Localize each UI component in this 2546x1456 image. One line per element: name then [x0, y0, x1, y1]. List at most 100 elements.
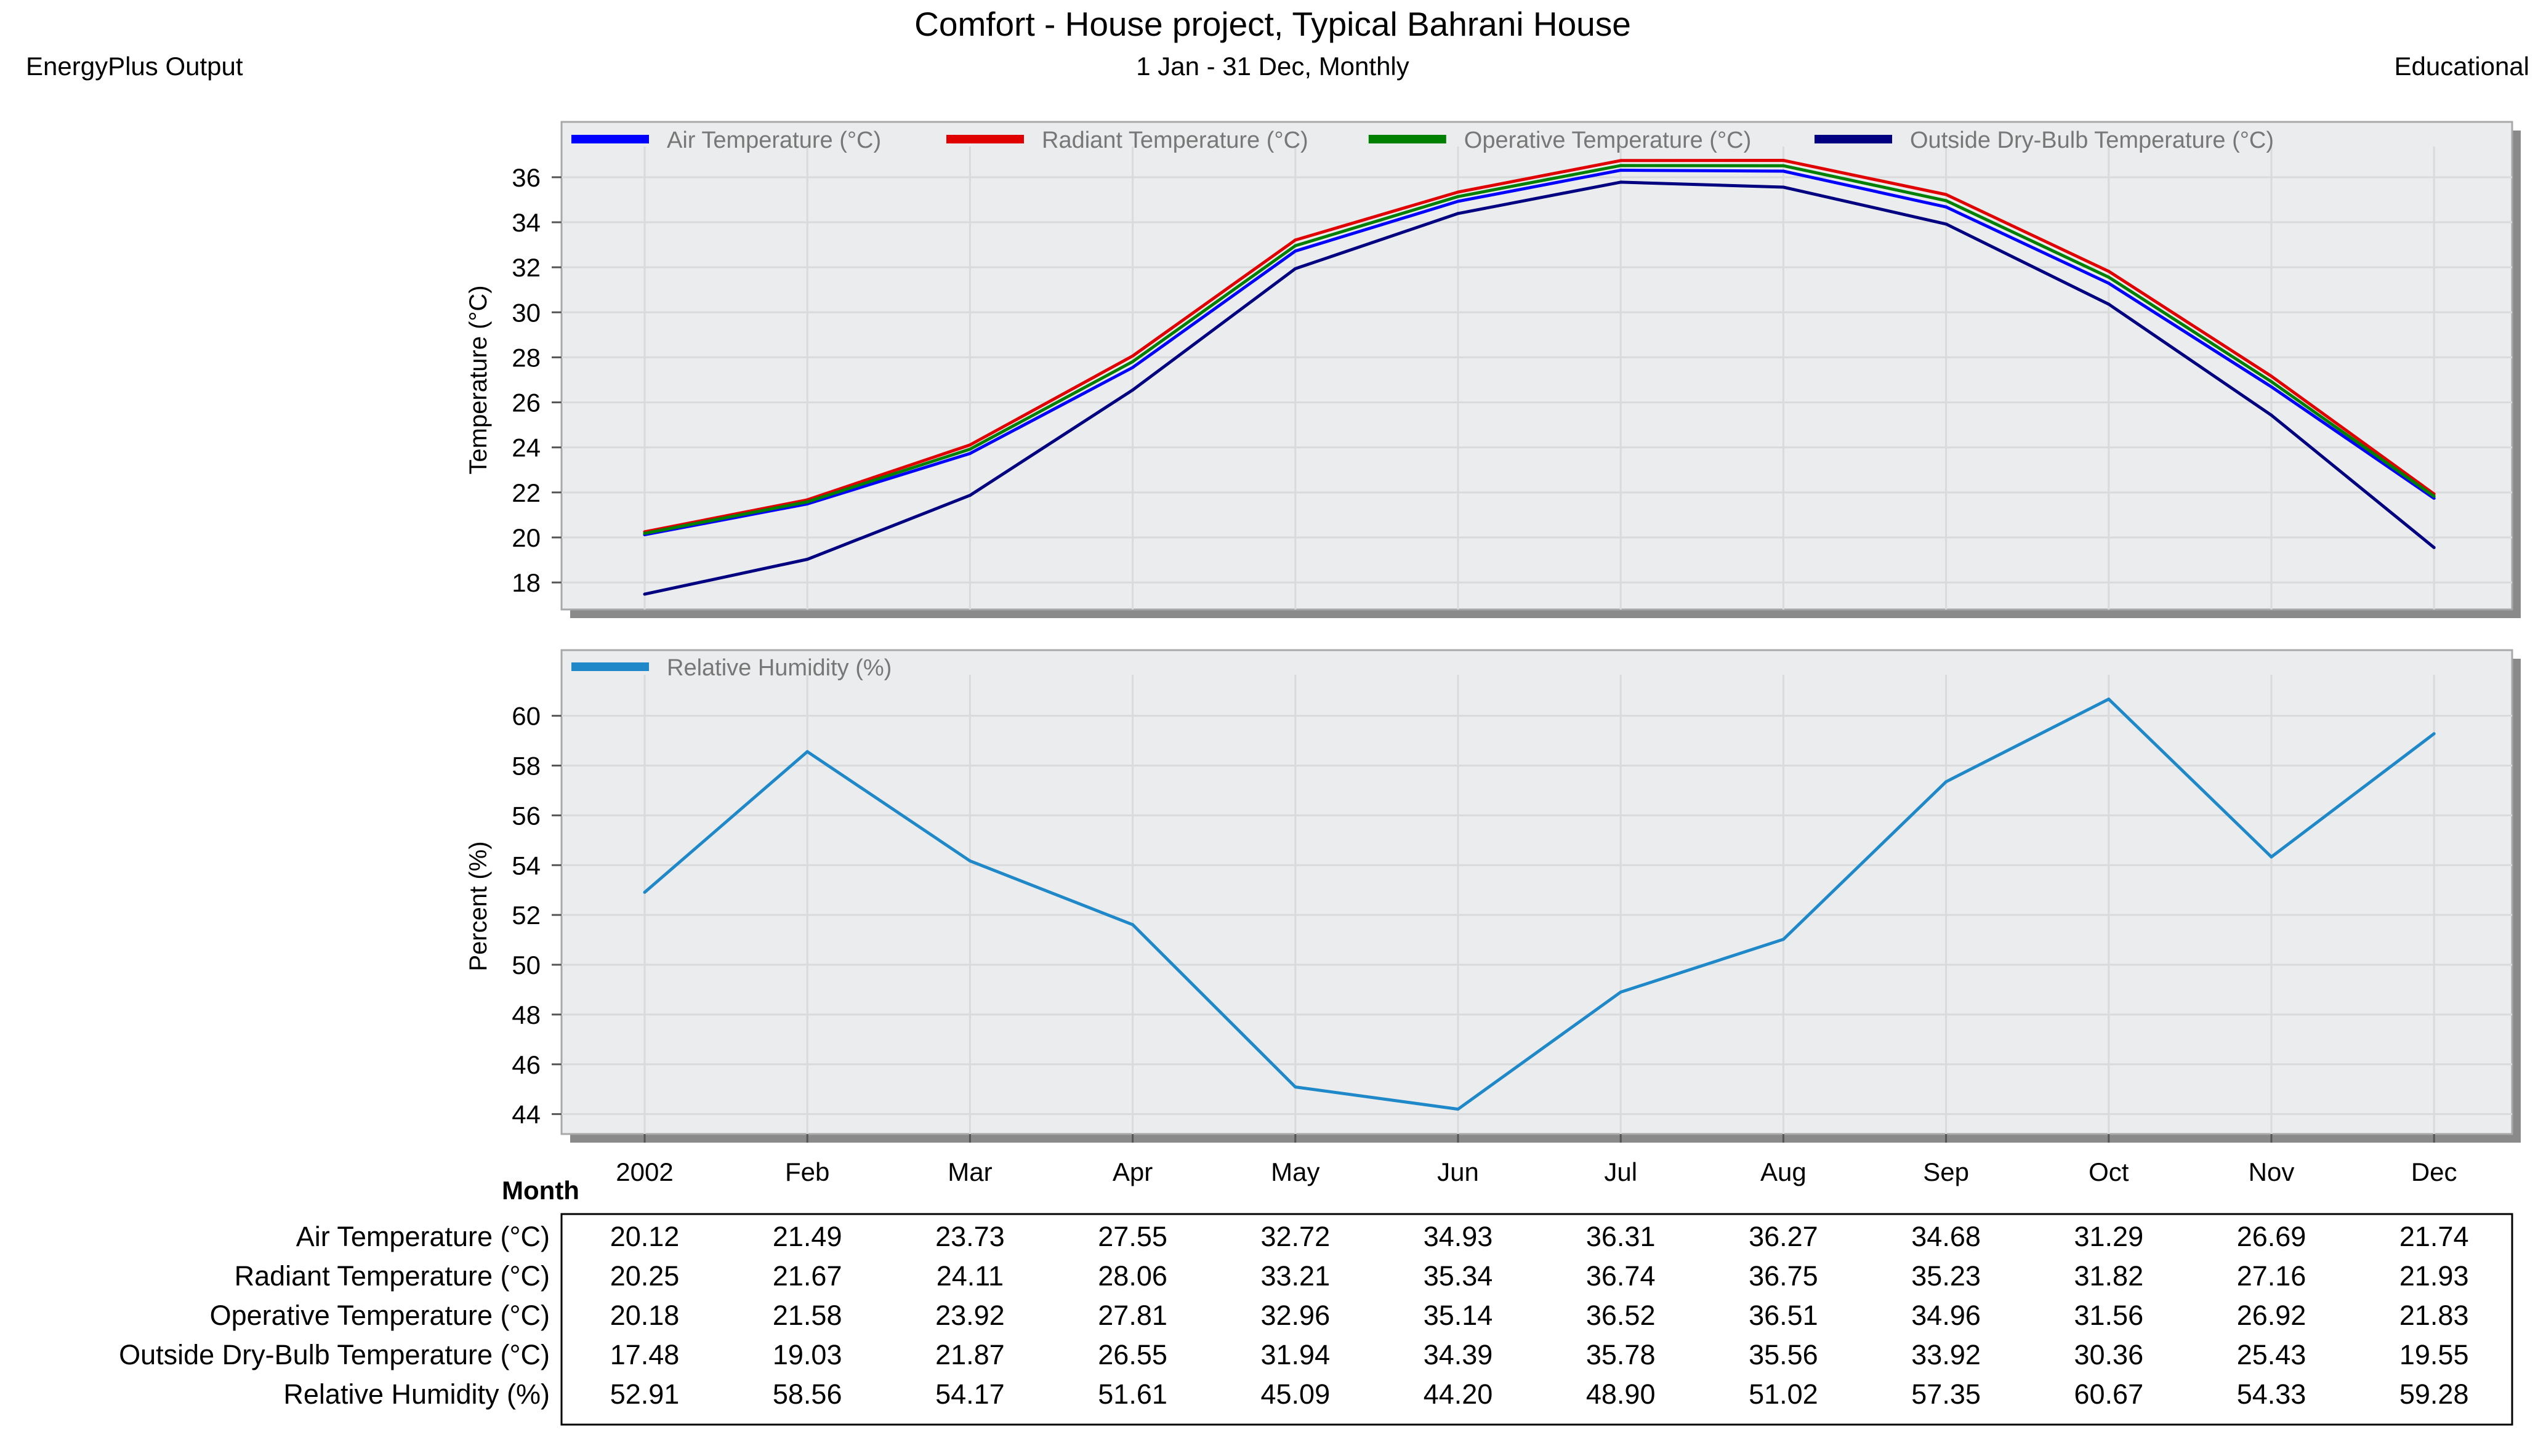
data-point: [1456, 190, 1460, 194]
table-cell: 44.20: [1424, 1378, 1493, 1410]
data-point: [1781, 938, 1785, 941]
data-point: [1131, 354, 1135, 358]
y-tick-label: 18: [512, 568, 541, 597]
data-point: [643, 592, 647, 596]
data-point: [805, 557, 809, 561]
y-tick-label: 46: [512, 1050, 541, 1079]
y-tick-label: 52: [512, 901, 541, 930]
series-line: [643, 698, 2435, 1111]
data-point: [1944, 222, 1948, 226]
table-cell: 17.48: [610, 1339, 680, 1370]
series-line: [644, 159, 2435, 534]
legend-entry: Operative Temperature (°C): [1464, 127, 1751, 153]
table-cell: 54.17: [935, 1378, 1005, 1410]
data-point: [1619, 991, 1622, 994]
data-point: [643, 890, 647, 894]
data-point: [1456, 199, 1460, 203]
table-cell: 33.21: [1260, 1260, 1330, 1292]
y-tick-label: 20: [512, 523, 541, 552]
table-cell: 27.16: [2237, 1260, 2306, 1292]
y-tick-label: 60: [512, 702, 541, 731]
y-tick-label: 58: [512, 752, 541, 781]
data-point: [968, 452, 972, 456]
data-point: [968, 443, 972, 447]
table-cell: 31.82: [2074, 1260, 2143, 1292]
table-cell: 36.31: [1586, 1221, 1656, 1252]
data-point: [2432, 732, 2436, 736]
table-cell: 36.74: [1586, 1260, 1656, 1292]
data-point: [1131, 388, 1135, 392]
table-cell: 26.69: [2237, 1221, 2306, 1252]
table-cell: 25.43: [2237, 1339, 2306, 1370]
data-point: [1294, 1085, 1297, 1089]
x-tick-label: Jul: [1604, 1157, 1637, 1186]
table-cell: 21.87: [935, 1339, 1005, 1370]
data-point: [2270, 374, 2273, 378]
y-tick-label: 32: [512, 253, 541, 282]
table-cell: 23.92: [935, 1300, 1005, 1331]
x-axis-label: Month: [502, 1176, 579, 1205]
data-point: [2107, 698, 2111, 701]
data-point: [1944, 205, 1948, 209]
y-tick-label: 54: [512, 851, 541, 880]
y-tick-label: 28: [512, 343, 541, 372]
data-point: [2432, 494, 2436, 498]
data-point: [1294, 267, 1297, 270]
table-cell: 34.68: [1911, 1221, 1981, 1252]
table-cell: 48.90: [1586, 1378, 1656, 1410]
table-cell: 20.12: [610, 1221, 680, 1252]
data-point: [2107, 275, 2111, 279]
table-cell: 45.09: [1260, 1378, 1330, 1410]
x-tick-label: Feb: [785, 1157, 829, 1186]
data-point: [2270, 385, 2273, 388]
chart-panel-1: 18 20 22 24 26 28 30 32 34 36 Temperature (°C) Air …: [465, 121, 2521, 618]
y-axis-label: Temperature (°C): [465, 285, 492, 474]
table-cell: 60.67: [2074, 1378, 2143, 1410]
table-row-label: Relative Humidity (%): [283, 1378, 550, 1410]
table-cell: 26.55: [1098, 1339, 1167, 1370]
table-cell: 24.11: [937, 1260, 1004, 1292]
table-cell: 31.56: [2074, 1300, 2143, 1331]
table-cell: 20.18: [610, 1300, 680, 1331]
table-cell: 57.35: [1911, 1378, 1981, 1410]
table-cell: 28.06: [1098, 1260, 1167, 1292]
data-point: [2107, 281, 2111, 285]
x-axis: 2002 Feb Mar Apr May Jun Jul Aug Sep Oct Nov Dec Mon…: [502, 1134, 2457, 1205]
table-row-label: Operative Temperature (°C): [210, 1300, 550, 1331]
table-row-label: Outside Dry-Bulb Temperature (°C): [119, 1339, 550, 1370]
x-tick-label: Sep: [1923, 1157, 1969, 1186]
data-point: [2432, 545, 2436, 549]
chart-panel-2: 44 46 48 50 52 54 56 58 60 Percent (%) Relative Hu…: [465, 649, 2521, 1143]
chart-subtitle: 1 Jan - 31 Dec, Monthly: [1136, 52, 1409, 81]
data-point: [1944, 780, 1948, 784]
table-cell: 19.03: [773, 1339, 842, 1370]
y-tick-label: 30: [512, 298, 541, 327]
data-point: [1131, 923, 1135, 927]
table-cell: 31.29: [2074, 1221, 2143, 1252]
table-cell: 30.36: [2074, 1339, 2143, 1370]
series-line: [644, 164, 2435, 535]
legend-entry: Relative Humidity (%): [667, 655, 892, 681]
table-cell: 52.91: [610, 1378, 680, 1410]
table-cell: 34.96: [1911, 1300, 1981, 1331]
data-point: [1781, 164, 1785, 167]
legend-entry: Radiant Temperature (°C): [1042, 127, 1308, 153]
table-cell: 35.34: [1424, 1260, 1493, 1292]
table-cell: 51.61: [1098, 1378, 1167, 1410]
data-point: [1294, 244, 1297, 247]
x-tick-label: Nov: [2249, 1157, 2295, 1186]
x-tick-label: Apr: [1113, 1157, 1153, 1186]
data-point: [968, 494, 972, 497]
table-cell: 51.02: [1749, 1378, 1818, 1410]
data-point: [1619, 180, 1622, 184]
data-point: [1456, 195, 1460, 198]
legend-entry: Outside Dry-Bulb Temperature (°C): [1910, 127, 2274, 153]
table-cell: 21.58: [773, 1300, 842, 1331]
y-axis-label: Percent (%): [465, 841, 492, 971]
y-tick-label: 48: [512, 1000, 541, 1029]
energyplus-output-label: EnergyPlus Output: [26, 52, 243, 81]
table-cell: 58.56: [773, 1378, 842, 1410]
table-row-label: Air Temperature (°C): [296, 1221, 550, 1252]
table-cell: 21.83: [2399, 1300, 2469, 1331]
